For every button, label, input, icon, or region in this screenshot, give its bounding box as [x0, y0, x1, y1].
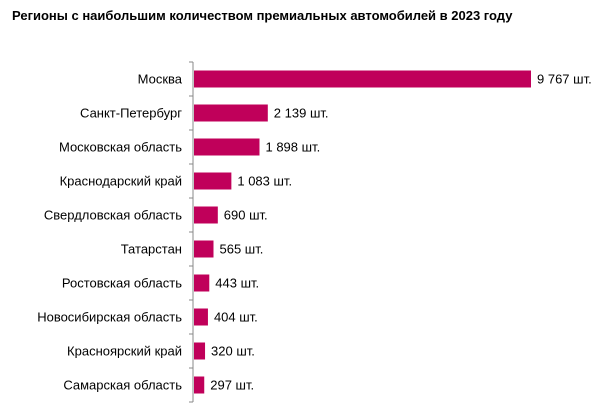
category-label: Ростовская область: [62, 276, 182, 291]
category-label: Свердловская область: [44, 208, 182, 223]
chart-title: Регионы с наибольшим количеством премиал…: [12, 8, 513, 23]
bar: [194, 70, 531, 88]
category-label: Москва: [138, 72, 183, 87]
category-label: Татарстан: [121, 242, 182, 257]
data-label: 2 139 шт.: [274, 106, 329, 121]
category-label: Новосибирская область: [37, 310, 182, 325]
data-label: 9 767 шт.: [537, 72, 592, 87]
category-label: Самарская область: [63, 378, 182, 393]
category-label: Краснодарский край: [60, 174, 182, 189]
data-label: 690 шт.: [224, 208, 268, 223]
data-label: 297 шт.: [210, 378, 254, 393]
bar: [194, 104, 268, 122]
category-label: Красноярский край: [67, 344, 182, 359]
bar: [194, 172, 232, 190]
data-label: 1 083 шт.: [237, 174, 292, 189]
bar: [194, 206, 218, 224]
bar: [194, 240, 214, 258]
data-label: 1 898 шт.: [265, 140, 320, 155]
bar: [194, 342, 206, 360]
data-label: 443 шт.: [215, 276, 259, 291]
category-label: Санкт-Петербург: [80, 106, 182, 121]
bar: [194, 138, 260, 156]
data-label: 565 шт.: [219, 242, 263, 257]
data-label: 404 шт.: [214, 310, 258, 325]
bar: [194, 274, 210, 292]
bar: [194, 308, 208, 326]
category-label: Московская область: [59, 140, 182, 155]
data-label: 320 шт.: [211, 344, 255, 359]
bar: [194, 376, 205, 394]
